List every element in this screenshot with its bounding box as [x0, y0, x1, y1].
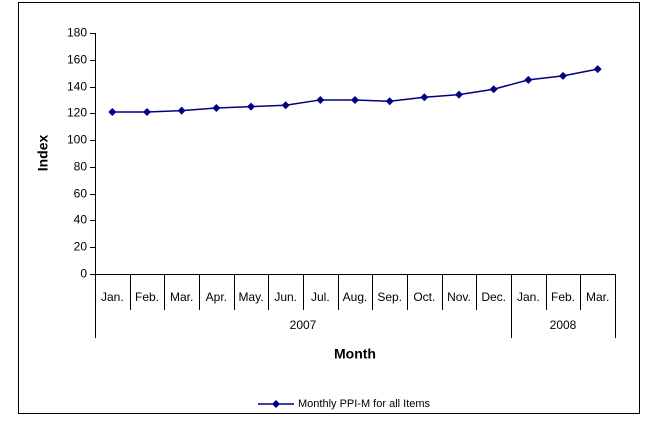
data-point: [593, 65, 602, 74]
chart-frame: [18, 2, 640, 414]
y-tick-label: 160: [67, 53, 87, 67]
y-tick-label: 80: [74, 160, 88, 174]
data-point: [247, 102, 255, 111]
y-tick-label: 40: [74, 213, 88, 227]
y-tick-label: 0: [80, 267, 87, 281]
data-point: [316, 95, 325, 104]
y-axis-title: Index: [35, 135, 51, 172]
x-tick-label: Feb.: [135, 290, 159, 304]
data-point: [281, 101, 290, 110]
y-tick-label: 140: [67, 80, 87, 94]
data-point: [177, 106, 186, 115]
x-tick-label: Feb.: [551, 290, 575, 304]
data-point: [385, 97, 394, 106]
data-point: [212, 103, 221, 112]
x-tick-label: May.: [238, 290, 263, 304]
x-group-label: 2008: [550, 318, 577, 332]
x-axis-title: Month: [334, 346, 376, 362]
x-tick-label: Jan.: [517, 290, 540, 304]
legend-marker: [272, 400, 280, 408]
x-tick-label: Aug.: [343, 290, 368, 304]
data-point: [489, 85, 498, 94]
legend-label: Monthly PPI-M for all Items: [298, 398, 431, 410]
x-tick-label: Jan.: [101, 290, 124, 304]
data-point: [524, 75, 533, 84]
data-point: [108, 107, 117, 116]
y-tick-label: 60: [74, 187, 88, 201]
x-tick-label: Oct.: [413, 290, 435, 304]
data-point: [559, 71, 567, 80]
x-tick-label: Jun.: [274, 290, 297, 304]
y-tick-label: 20: [74, 240, 88, 254]
x-tick-label: Mar.: [170, 290, 193, 304]
y-tick-label: 180: [67, 26, 87, 40]
x-tick-label: Apr.: [206, 290, 227, 304]
data-point: [420, 93, 429, 102]
x-tick-label: Sep.: [377, 290, 402, 304]
x-tick-label: Dec.: [481, 290, 506, 304]
y-tick-label: 100: [67, 133, 87, 147]
data-point: [455, 90, 463, 99]
x-tick-label: Jul.: [311, 290, 330, 304]
data-point: [351, 95, 359, 104]
x-tick-label: Mar.: [586, 290, 609, 304]
x-tick-label: Nov.: [447, 290, 471, 304]
data-point: [143, 107, 151, 116]
x-group-label: 2007: [290, 318, 317, 332]
y-tick-label: 120: [67, 106, 87, 120]
